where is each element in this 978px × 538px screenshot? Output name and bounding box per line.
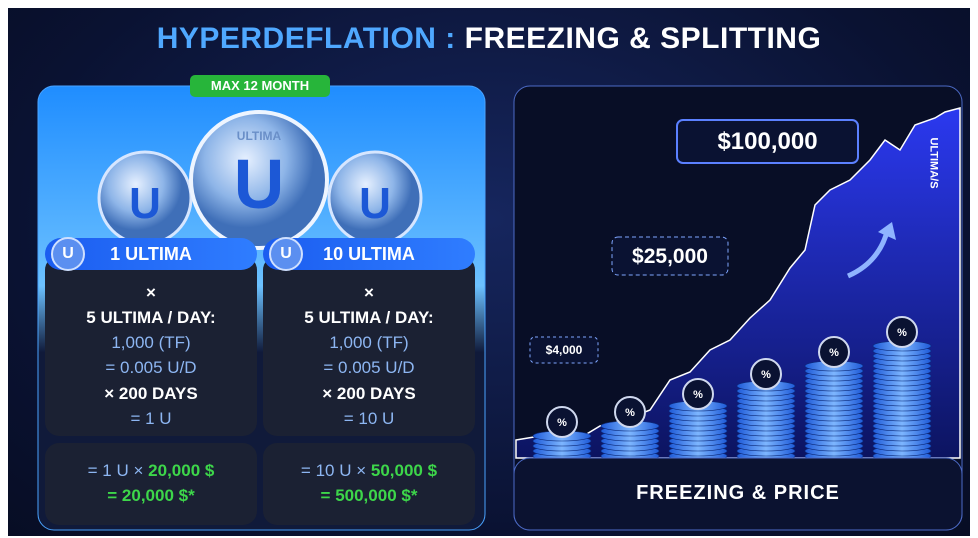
card-line: × <box>45 283 257 303</box>
coin-icon: U <box>51 237 85 271</box>
page: U U U ULTIMA HYPERDEFLATION : FREEZING &… <box>0 0 978 538</box>
coin-letter: U <box>129 179 161 228</box>
coin-letter: U <box>359 179 391 228</box>
title-part: FREEZING & SPLITTING <box>465 22 822 55</box>
result-prefix: = 10 U × <box>301 461 366 480</box>
card-line: 1,000 (TF) <box>45 333 257 353</box>
price-label: $25,000 <box>612 245 728 269</box>
footer: FREEZING & PRICE <box>514 482 962 505</box>
lock-symbol: % <box>557 417 567 429</box>
lock-symbol: % <box>829 347 839 359</box>
card-line: = 0.005 U/D <box>263 358 475 378</box>
result-value: 20,000 $ <box>148 461 214 480</box>
coin-icon: U <box>269 237 303 271</box>
badge: MAX 12 MONTH <box>190 78 330 93</box>
axis-label: ULTIMA/S <box>928 137 940 188</box>
lock-icon: % <box>546 406 578 438</box>
result-total: = 20,000 $* <box>45 486 257 506</box>
price-label: $100,000 <box>677 128 858 156</box>
card-line: × <box>263 283 475 303</box>
card-line: × 200 DAYS <box>45 384 257 404</box>
lock-icon: % <box>750 358 782 390</box>
card-line: = 0.005 U/D <box>45 358 257 378</box>
lock-icon: % <box>614 396 646 428</box>
lock-icon: % <box>886 316 918 348</box>
result-value: 50,000 $ <box>371 461 437 480</box>
coin-text: ULTIMA <box>237 129 282 143</box>
lock-icon: % <box>818 336 850 368</box>
title-part: HYPERDEFLATION : <box>157 22 456 55</box>
card-line: = 10 U <box>263 409 475 429</box>
card-line: 5 ULTIMA / DAY: <box>45 308 257 328</box>
lock-symbol: % <box>693 389 703 401</box>
result-total: = 500,000 $* <box>263 486 475 506</box>
result-line: = 1 U × 20,000 $ <box>45 461 257 481</box>
result-box <box>263 443 475 525</box>
coin-letter: U <box>234 145 285 223</box>
lock-symbol: % <box>897 327 907 339</box>
lock-symbol: % <box>761 369 771 381</box>
title: HYPERDEFLATION : FREEZING & SPLITTING <box>0 22 978 56</box>
lock-symbol: % <box>625 407 635 419</box>
card-line: 5 ULTIMA / DAY: <box>263 308 475 328</box>
result-prefix: = 1 U × <box>88 461 144 480</box>
lock-icon: % <box>682 378 714 410</box>
price-label: $4,000 <box>530 343 598 357</box>
result-box <box>45 443 257 525</box>
result-line: = 10 U × 50,000 $ <box>263 461 475 481</box>
card-line: × 200 DAYS <box>263 384 475 404</box>
card-line: = 1 U <box>45 409 257 429</box>
card-line: 1,000 (TF) <box>263 333 475 353</box>
